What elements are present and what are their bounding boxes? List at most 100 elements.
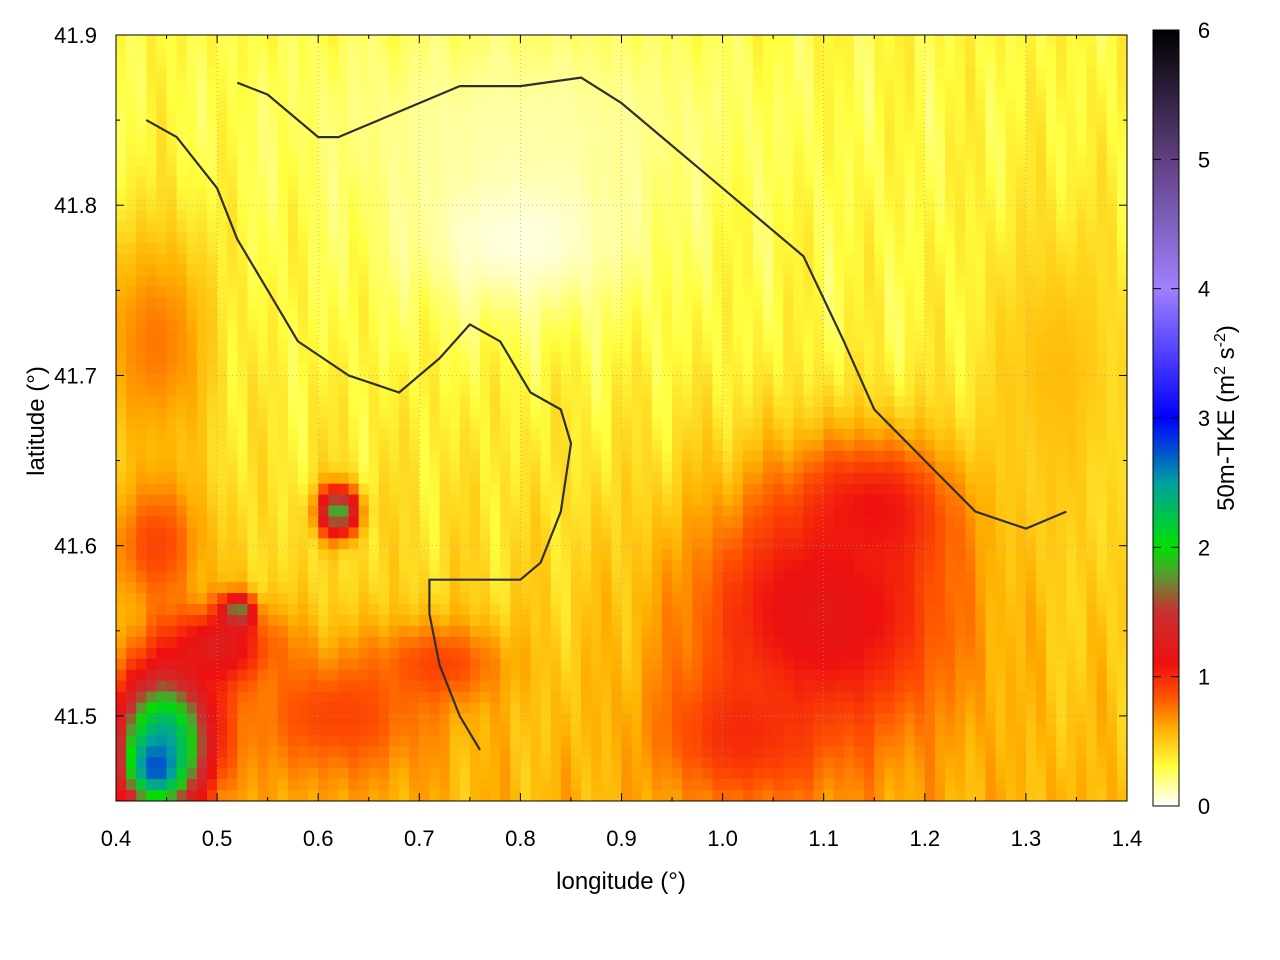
heat-cell [358, 56, 370, 69]
heat-cell [328, 275, 340, 288]
heat-cell [500, 516, 511, 529]
heat-cell [318, 483, 329, 496]
heat-cell [166, 35, 178, 47]
heat-cell [793, 35, 805, 47]
heat-cell [510, 428, 521, 441]
heat-cell [621, 155, 633, 167]
heat-cell [692, 505, 703, 518]
heat-cell [763, 133, 774, 146]
heat-cell [692, 385, 703, 397]
heat-cell [267, 396, 279, 408]
heat-cell [116, 483, 127, 496]
heat-cell [146, 341, 158, 353]
heat-cell [763, 505, 774, 518]
heat-cell [985, 253, 997, 266]
heat-cell [237, 133, 249, 146]
heat-cell [672, 78, 683, 91]
heat-cell [388, 221, 400, 233]
heat-cell [864, 45, 875, 58]
heat-cell [176, 352, 188, 364]
heat-cell [682, 330, 693, 342]
heat-cell [399, 505, 410, 518]
heat-cell [1116, 89, 1127, 102]
heat-cell [358, 231, 370, 244]
heat-cell [439, 199, 451, 211]
heat-cell [833, 275, 845, 288]
heat-cell [429, 439, 441, 452]
heat-cell [1106, 450, 1118, 463]
heat-cell [1066, 67, 1078, 80]
heat-cell [490, 461, 501, 474]
heat-cell [419, 341, 431, 353]
heat-cell [469, 221, 481, 233]
heat-cell [399, 297, 410, 310]
heat-cell [742, 560, 754, 572]
heat-cell [267, 527, 279, 539]
heat-cell [631, 538, 643, 550]
heat-cell [176, 571, 188, 583]
heat-cell [621, 527, 633, 539]
heat-cell [611, 439, 623, 452]
heat-cell [156, 56, 168, 69]
heat-cell [186, 275, 198, 288]
heat-cell [752, 418, 764, 430]
heat-cell [742, 111, 754, 124]
heat-cell [651, 319, 663, 332]
heat-cell [692, 111, 703, 124]
heat-cell [469, 374, 481, 386]
heat-cell [581, 56, 592, 69]
heat-cell [166, 188, 178, 200]
heat-cell [763, 538, 774, 550]
heat-cell [126, 516, 137, 529]
heat-cell [490, 439, 501, 452]
heat-cell [146, 483, 158, 496]
heat-cell [510, 199, 521, 211]
heat-cell [955, 527, 966, 539]
heat-cell [116, 385, 127, 397]
heat-cell [783, 188, 794, 200]
heat-cell [308, 177, 319, 189]
heat-cell [945, 100, 956, 113]
heat-cell [146, 122, 158, 135]
heat-cell [1086, 374, 1098, 386]
heat-cell [712, 571, 724, 583]
heat-cell [530, 472, 542, 485]
heat-cell [995, 221, 1007, 233]
heat-cell [520, 56, 532, 69]
heat-cell [874, 516, 885, 529]
heat-cell [116, 133, 127, 146]
heat-cell [186, 242, 198, 255]
heat-cell [126, 133, 137, 146]
heat-cell [277, 122, 289, 135]
heat-cell [338, 89, 350, 102]
heat-cell [530, 483, 542, 496]
heat-cell [641, 428, 653, 441]
heat-cell [186, 144, 198, 156]
heat-cell [914, 144, 926, 156]
heat-cell [884, 352, 896, 364]
heat-cell [237, 199, 249, 211]
heat-cell [237, 275, 249, 288]
heat-cell [348, 188, 360, 200]
heat-cell [752, 188, 764, 200]
heat-cell [409, 221, 420, 233]
heat-cell [813, 407, 825, 419]
heat-cell [1086, 396, 1098, 408]
heat-cell [459, 549, 471, 561]
heat-cell [1015, 111, 1027, 124]
heat-cell [945, 122, 956, 135]
heat-cell [490, 494, 501, 507]
heat-cell [399, 155, 410, 167]
heat-cell [510, 396, 521, 408]
heat-cell [904, 516, 916, 529]
heat-cell [985, 418, 997, 430]
heat-cell [661, 571, 673, 583]
heat-cell [318, 264, 329, 277]
heat-cell [560, 297, 572, 310]
heat-cell [1036, 264, 1047, 277]
heat-cell [843, 286, 855, 299]
heat-cell [924, 308, 936, 321]
heat-cell [682, 494, 693, 507]
heat-cell [176, 199, 188, 211]
heat-cell [651, 505, 663, 518]
